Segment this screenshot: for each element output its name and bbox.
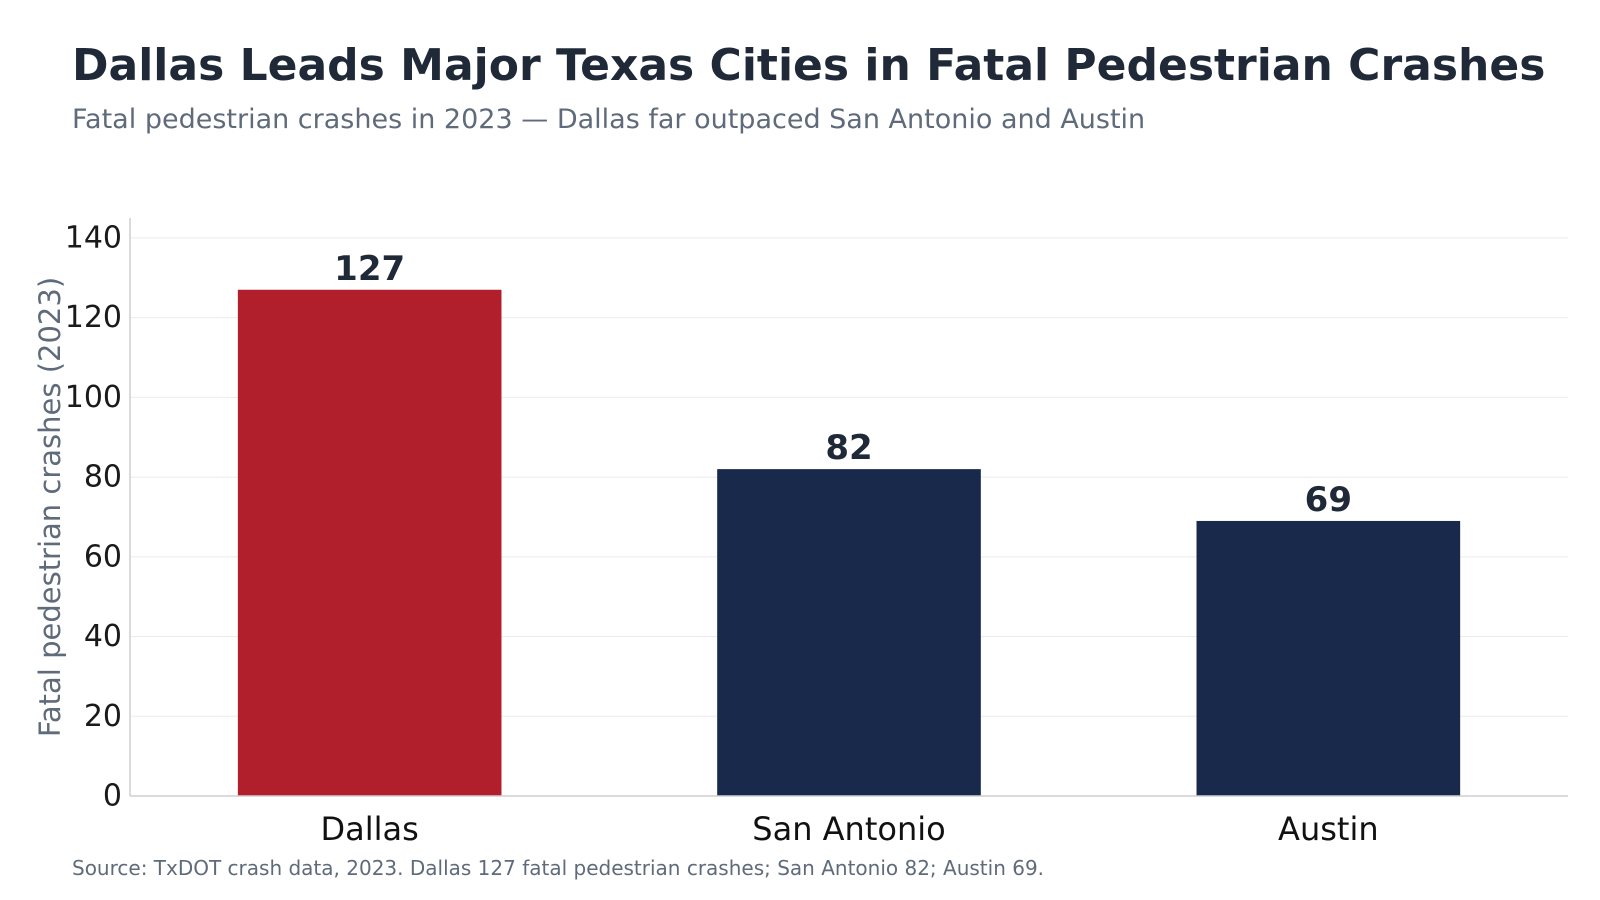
y-tick-label: 40	[84, 619, 122, 654]
x-tick-labels: Dallas San Antonio Austin	[321, 810, 1379, 848]
y-tick-label: 120	[65, 300, 122, 335]
x-tick-label: San Antonio	[752, 810, 945, 848]
source-note: Source: TxDOT crash data, 2023. Dallas 1…	[72, 856, 1045, 880]
bar-dallas	[237, 289, 502, 796]
value-label: 127	[334, 249, 405, 289]
x-tick-label: Austin	[1278, 810, 1379, 848]
y-tick-label: 100	[65, 380, 122, 415]
value-labels: 127 82 69	[334, 249, 1352, 520]
y-tick-label: 80	[84, 460, 122, 495]
chart-title: Dallas Leads Major Texas Cities in Fatal…	[72, 40, 1546, 91]
y-tick-label: 60	[84, 539, 122, 574]
y-axis-title: Fatal pedestrian crashes (2023)	[33, 277, 67, 737]
chart-subtitle: Fatal pedestrian crashes in 2023 — Dalla…	[72, 104, 1146, 135]
bar-san-antonio	[717, 469, 981, 796]
y-tick-labels: 0 20 40 60 80 100 120 140	[65, 220, 122, 813]
value-label: 82	[825, 428, 872, 468]
y-tick-label: 0	[103, 779, 122, 814]
value-label: 69	[1305, 480, 1352, 520]
x-tick-label: Dallas	[321, 810, 419, 848]
y-tick-label: 140	[65, 220, 122, 255]
axes	[129, 218, 1568, 797]
bar-austin	[1196, 520, 1461, 796]
y-tick-label: 20	[84, 699, 122, 734]
bars	[237, 289, 1461, 796]
